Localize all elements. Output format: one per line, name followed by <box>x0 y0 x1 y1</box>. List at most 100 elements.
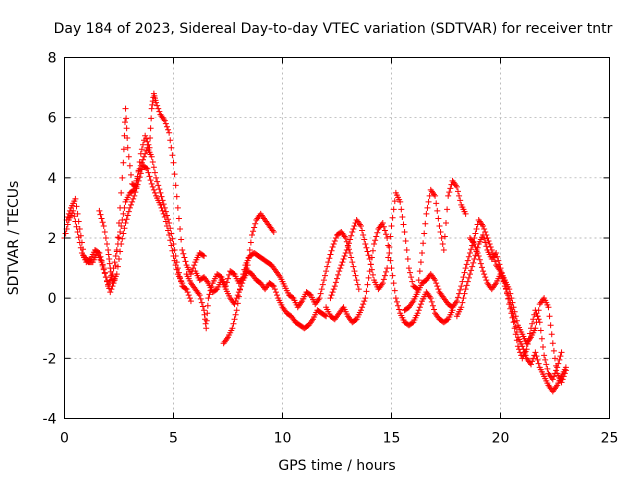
data-point-marker <box>149 159 156 166</box>
data-point-marker <box>269 282 276 289</box>
data-point-marker <box>171 257 178 264</box>
data-point-marker <box>444 206 451 213</box>
data-point-marker <box>424 204 431 211</box>
data-point-marker <box>469 263 476 270</box>
data-point-marker <box>543 361 550 368</box>
data-point-marker <box>446 189 453 196</box>
data-point-marker <box>529 320 536 327</box>
data-point-marker <box>534 356 541 363</box>
y-tick-label: -4 <box>43 412 57 428</box>
data-point-marker <box>523 346 530 353</box>
data-point-marker <box>464 257 471 264</box>
data-point-marker <box>416 268 423 275</box>
data-point-marker <box>126 204 133 211</box>
data-point-marker <box>513 337 520 344</box>
data-point-marker <box>102 274 109 281</box>
data-point-marker <box>172 262 179 269</box>
data-point-marker <box>136 174 143 181</box>
data-point-marker <box>367 261 374 268</box>
data-point-marker <box>526 330 533 337</box>
data-point-marker <box>158 193 165 200</box>
data-point-marker <box>230 320 237 327</box>
y-tick-label: -2 <box>43 351 57 367</box>
data-point-marker <box>161 117 168 124</box>
data-point-marker <box>108 286 115 293</box>
data-point-marker <box>114 234 121 241</box>
data-point-marker <box>327 295 334 302</box>
series-arc-6 <box>192 268 330 332</box>
data-point-marker <box>359 227 366 234</box>
data-point-marker <box>306 291 313 298</box>
data-point-marker <box>407 269 414 276</box>
data-point-marker <box>557 353 564 360</box>
data-point-marker <box>144 138 151 145</box>
data-point-marker <box>428 298 435 305</box>
data-point-marker <box>471 256 478 263</box>
data-point-marker <box>163 123 170 130</box>
data-point-marker <box>481 235 488 242</box>
data-point-marker <box>328 247 335 254</box>
data-point-marker <box>555 360 562 367</box>
data-point-marker <box>65 210 72 217</box>
data-point-marker <box>435 286 442 293</box>
data-point-marker <box>360 231 367 238</box>
data-point-marker <box>482 274 489 281</box>
data-point-marker <box>549 376 556 383</box>
y-axis-title: SDTVAR / TECUs <box>6 181 22 296</box>
data-point-marker <box>368 266 375 273</box>
data-point-marker <box>142 132 149 139</box>
data-point-marker <box>127 201 134 208</box>
data-point-marker <box>457 197 464 204</box>
data-point-marker <box>462 265 469 272</box>
data-point-marker <box>146 144 153 151</box>
data-point-marker <box>461 269 468 276</box>
data-point-marker <box>133 185 140 192</box>
data-point-marker <box>441 233 448 240</box>
data-point-marker <box>171 171 178 178</box>
data-point-marker <box>329 244 336 251</box>
data-point-marker <box>158 204 165 211</box>
data-point-marker <box>167 237 174 244</box>
data-point-marker <box>480 222 487 229</box>
data-point-marker <box>386 244 393 251</box>
data-point-marker <box>138 166 145 173</box>
data-point-marker <box>71 213 78 220</box>
data-point-marker <box>98 215 105 222</box>
data-point-marker <box>471 241 478 248</box>
data-point-marker <box>474 250 481 257</box>
data-point-marker <box>107 265 114 272</box>
data-point-marker <box>397 198 404 205</box>
data-point-marker <box>349 259 356 266</box>
data-point-marker <box>347 236 354 243</box>
data-point-marker <box>143 165 150 172</box>
data-point-marker <box>178 236 185 243</box>
data-point-marker <box>162 218 169 225</box>
data-point-marker <box>552 355 558 362</box>
data-point-marker <box>339 259 346 266</box>
data-point-marker <box>374 229 381 236</box>
series-arc-10 <box>453 231 569 395</box>
data-point-marker <box>480 268 487 275</box>
data-point-marker <box>556 356 563 363</box>
data-point-marker <box>546 313 553 320</box>
data-point-marker <box>544 365 551 372</box>
data-point-marker <box>137 170 144 177</box>
data-point-marker <box>434 207 441 214</box>
data-point-marker <box>348 232 355 239</box>
data-point-marker <box>381 227 388 234</box>
data-point-marker <box>116 235 122 241</box>
data-point-marker <box>383 231 390 238</box>
data-point-marker <box>166 231 173 238</box>
data-point-marker <box>432 277 439 284</box>
series-arc-8 <box>327 177 469 302</box>
data-point-marker <box>395 302 402 309</box>
data-point-marker <box>160 201 167 208</box>
data-point-marker <box>239 280 246 287</box>
data-point-marker <box>106 260 113 267</box>
data-point-marker <box>464 278 471 285</box>
data-point-marker <box>226 271 233 278</box>
data-point-marker <box>251 224 258 231</box>
data-point-marker <box>482 239 489 246</box>
chart-title: Day 184 of 2023, Sidereal Day-to-day VTE… <box>54 21 613 37</box>
data-point-marker <box>482 228 489 235</box>
